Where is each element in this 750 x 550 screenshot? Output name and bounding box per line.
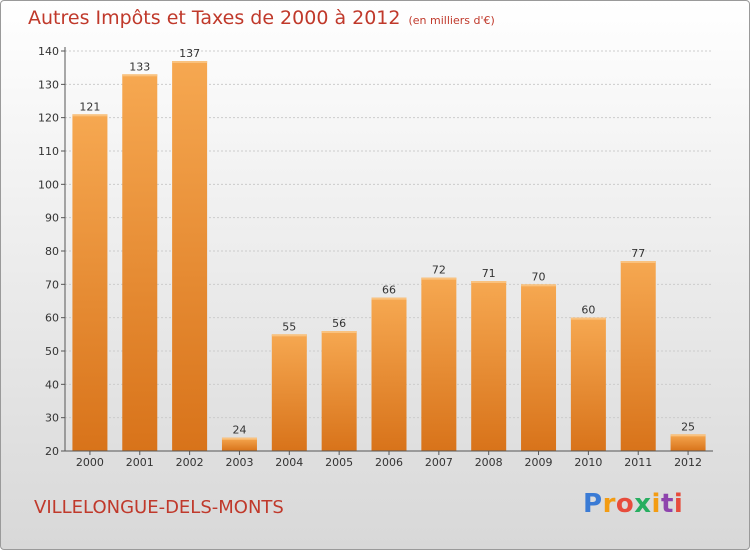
bar <box>620 261 656 451</box>
bar-value-label: 71 <box>482 267 496 280</box>
bar-value-label: 72 <box>432 264 446 277</box>
logo-letter: P <box>583 489 603 519</box>
logo-letter: x <box>634 489 652 519</box>
y-tick-label: 100 <box>38 178 59 191</box>
bar-value-label: 24 <box>232 424 246 437</box>
y-tick-label: 50 <box>45 345 59 358</box>
bar <box>172 61 208 451</box>
y-tick-label: 70 <box>45 278 59 291</box>
x-tick-label: 2012 <box>674 456 702 469</box>
bar-value-label: 25 <box>681 420 695 433</box>
logo-letter: o <box>615 489 635 519</box>
bar <box>421 277 457 451</box>
y-tick-label: 20 <box>45 445 59 458</box>
bar-value-label: 60 <box>581 304 595 317</box>
x-tick-label: 2002 <box>176 456 204 469</box>
bar-highlight <box>221 437 257 440</box>
bar-highlight <box>620 261 656 263</box>
bar <box>271 334 307 451</box>
x-tick-label: 2011 <box>624 456 652 469</box>
bar-highlight <box>570 317 606 320</box>
x-tick-label: 2000 <box>76 456 104 469</box>
bar <box>570 317 606 451</box>
bar-value-label: 66 <box>382 284 396 297</box>
logo-letter: t <box>660 489 674 519</box>
y-tick-label: 120 <box>38 112 59 125</box>
x-tick-label: 2009 <box>525 456 553 469</box>
x-tick-label: 2003 <box>225 456 253 469</box>
bar <box>72 114 108 451</box>
bar-value-label: 137 <box>179 47 200 60</box>
y-tick-label: 90 <box>45 212 59 225</box>
bar <box>321 331 357 451</box>
y-tick-label: 140 <box>38 45 59 58</box>
bar-highlight <box>421 277 457 280</box>
axes: 20 30 40 50 60 70 80 90 100 110 120 130 140 2000 2001 2… <box>38 45 713 469</box>
bar <box>521 284 557 451</box>
chart-title: Autres Impôts et Taxes de 2000 à 2012 <box>28 7 401 29</box>
x-tick-label: 2007 <box>425 456 453 469</box>
x-tick-label: 2008 <box>475 456 503 469</box>
logo-letter: r <box>602 489 616 519</box>
logo-letter: i <box>651 489 661 519</box>
bar-highlight <box>271 334 307 337</box>
bar-value-label: 121 <box>79 100 100 113</box>
bar <box>471 281 507 451</box>
y-tick-label: 130 <box>38 78 59 91</box>
bar-highlight <box>670 434 706 437</box>
y-tick-label: 110 <box>38 145 59 158</box>
town-name: VILLELONGUE-DELS-MONTS <box>34 497 284 518</box>
y-tick-label: 30 <box>45 412 59 425</box>
x-tick-label: 2006 <box>375 456 403 469</box>
bar-highlight <box>72 114 108 117</box>
bar <box>221 437 257 451</box>
bar-value-label: 56 <box>332 317 346 330</box>
bar <box>122 74 158 451</box>
bars: 121 133 137 24 55 56 66 72 71 70 60 77 25 <box>72 47 706 451</box>
bar-highlight <box>471 281 507 283</box>
x-tick-label: 2001 <box>126 456 154 469</box>
x-tick-label: 2010 <box>574 456 602 469</box>
bar <box>670 434 706 451</box>
bar-highlight <box>321 331 357 333</box>
bar-highlight <box>371 297 407 300</box>
bar-value-label: 77 <box>631 247 645 260</box>
bar-value-label: 55 <box>282 320 296 333</box>
chart-subtitle: (en milliers d'€) <box>408 14 495 27</box>
logo-letter: i <box>673 489 684 519</box>
bar-highlight <box>172 61 208 63</box>
bar-highlight <box>122 74 158 77</box>
x-tick-label: 2004 <box>275 456 303 469</box>
y-tick-label: 40 <box>45 378 59 391</box>
bar-value-label: 70 <box>532 270 546 283</box>
bar <box>371 297 407 451</box>
x-tick-label: 2005 <box>325 456 353 469</box>
bar-value-label: 133 <box>129 60 150 73</box>
chart-title-block: Autres Impôts et Taxes de 2000 à 2012 (en… <box>28 7 495 29</box>
y-tick-label: 80 <box>45 245 59 258</box>
proxiti-logo: Proxiti <box>583 489 683 519</box>
y-tick-label: 60 <box>45 312 59 325</box>
bar-highlight <box>521 284 557 287</box>
